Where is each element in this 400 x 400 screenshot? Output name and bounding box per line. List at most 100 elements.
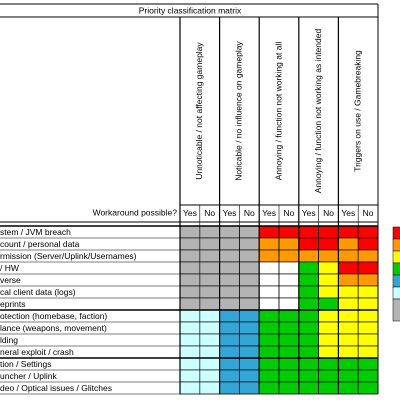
cell: [219, 369, 240, 383]
legend-swatches: [392, 226, 400, 322]
cell: [219, 381, 240, 395]
cell: [278, 309, 300, 323]
workaround-option: Yes: [302, 208, 316, 218]
cell: [199, 225, 220, 239]
cell: [219, 309, 240, 323]
cell: [239, 261, 260, 275]
cell: [318, 333, 339, 347]
row-label: deo / Optical issues / Glitches: [0, 383, 112, 393]
cell: [179, 309, 201, 323]
workaround-option: No: [244, 208, 255, 218]
cell: [179, 381, 201, 395]
cell: [338, 321, 359, 335]
cell: [199, 249, 220, 263]
cell: [318, 237, 339, 251]
cell: [357, 237, 379, 251]
row-label: count / personal data: [0, 239, 80, 249]
cell: [239, 357, 260, 371]
cell: [219, 261, 240, 275]
row-label: rmission (Server/Uplink/Usernames): [0, 251, 137, 261]
cell: [357, 297, 379, 311]
cell: [199, 285, 220, 299]
cell: [338, 273, 359, 287]
workaround-option: Yes: [223, 208, 237, 218]
cell: [338, 261, 359, 275]
cell: [318, 357, 339, 371]
cell: [239, 237, 260, 251]
cell: [338, 225, 359, 239]
cell: [357, 249, 379, 263]
workaround-option: Yes: [341, 208, 355, 218]
cell: [179, 225, 201, 239]
cell: [199, 381, 220, 395]
cell: [219, 333, 240, 347]
column-group-label: Unnoticable / not affecting gameplay: [194, 42, 204, 180]
cell: [258, 261, 280, 275]
cell: [179, 321, 201, 335]
cell: [318, 225, 339, 239]
row-label: lance (weapons, movement): [0, 323, 107, 333]
cell: [338, 309, 359, 323]
row-label: cal client data (logs): [0, 287, 76, 297]
cell: [239, 297, 260, 311]
matrix-title: Priority classification matrix: [139, 5, 242, 15]
cell: [179, 273, 201, 287]
cell: [338, 357, 359, 371]
cell: [298, 369, 319, 383]
column-group-label: Annoying / function not working at all: [273, 42, 283, 181]
cell: [258, 297, 280, 311]
cell: [357, 309, 379, 323]
cell: [278, 225, 300, 239]
cell: [278, 285, 300, 299]
column-group-label: Triggers on use / Gamebreaking: [352, 50, 362, 172]
cell: [298, 237, 319, 251]
cell: [239, 333, 260, 347]
cell: [179, 297, 201, 311]
cell: [338, 285, 359, 299]
cell: [199, 357, 220, 371]
column-group-label: Noticable / no influence on gameplay: [234, 41, 244, 181]
cell: [258, 345, 280, 359]
cell: [357, 285, 379, 299]
cell: [338, 381, 359, 395]
cell: [318, 297, 339, 311]
cell: [318, 321, 339, 335]
cell: [278, 237, 300, 251]
cell: [258, 273, 280, 287]
cell: [258, 309, 280, 323]
cell: [357, 333, 379, 347]
cell: [278, 321, 300, 335]
cell: [318, 381, 339, 395]
cell: [357, 357, 379, 371]
cell: [338, 345, 359, 359]
cell: [298, 333, 319, 347]
cell: [199, 297, 220, 311]
workaround-option: No: [283, 208, 294, 218]
cell: [278, 297, 300, 311]
cell: [318, 273, 339, 287]
cell: [179, 249, 201, 263]
cell: [239, 369, 260, 383]
cell: [239, 225, 260, 239]
cell: [239, 309, 260, 323]
cell: [357, 369, 379, 383]
cell: [278, 249, 300, 263]
cell: [298, 381, 319, 395]
cell: [239, 249, 260, 263]
cell: [357, 321, 379, 335]
column-group-label: Annoying / function not working as inten…: [313, 29, 323, 194]
workaround-option: No: [363, 208, 374, 218]
cell: [179, 237, 201, 251]
cell: [179, 369, 201, 383]
cell: [318, 249, 339, 263]
cell: [318, 369, 339, 383]
cell: [298, 225, 319, 239]
cell: [298, 297, 319, 311]
workaround-option: No: [204, 208, 215, 218]
cell: [357, 381, 379, 395]
cell: [179, 333, 201, 347]
cell: [258, 285, 280, 299]
cell: [338, 369, 359, 383]
workaround-option: Yes: [183, 208, 197, 218]
